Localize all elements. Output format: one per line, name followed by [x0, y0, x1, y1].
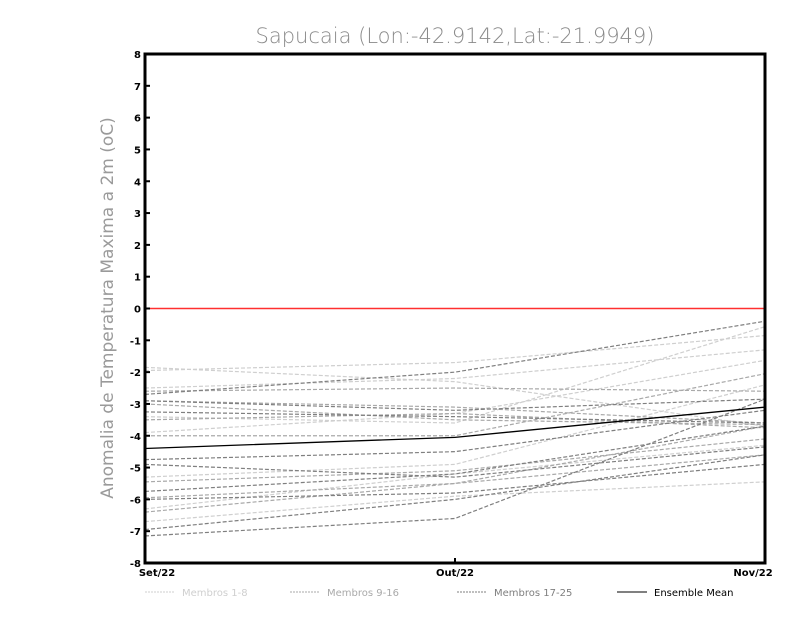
member-line-20: [144, 409, 766, 461]
member-line-14: [144, 454, 766, 499]
member-line-22: [144, 425, 766, 493]
chart-title: Sapucaia (Lon:-42.9142,Lat:-21.9949): [256, 24, 655, 48]
x-tick-label: Nov/22: [733, 568, 772, 579]
y-tick-label: -2: [130, 368, 141, 379]
member-line-13: [144, 438, 766, 483]
member-line-6: [144, 444, 766, 510]
member-line-2: [144, 334, 766, 372]
member-line-18: [144, 398, 766, 411]
legend-label: Ensemble Mean: [654, 588, 733, 599]
y-tick-label: 2: [134, 241, 141, 252]
y-tick-label: -7: [130, 527, 141, 538]
y-tick-label: 1: [134, 273, 141, 284]
y-tick-label: 4: [134, 177, 141, 188]
legend-label: Membros 9-16: [327, 588, 399, 599]
y-tick-label: -4: [130, 432, 141, 443]
member-line-12: [145, 373, 766, 437]
y-tick-label: 8: [134, 50, 141, 61]
y-tick-label: 5: [134, 145, 141, 156]
y-tick-label: 6: [134, 114, 141, 125]
y-tick-label: -5: [130, 464, 141, 475]
member-line-21: [144, 446, 766, 478]
member-line-3: [144, 349, 766, 389]
y-tick-label: -6: [130, 495, 141, 506]
y-tick-label: 3: [134, 209, 141, 220]
member-line-5: [144, 384, 766, 478]
legend-label: Membros 17-25: [494, 588, 572, 599]
x-tick-label: Set/22: [139, 568, 175, 579]
y-tick-label: 7: [134, 82, 141, 93]
y-axis-label: Anomalia de Temperatura Maxima a 2m (oC): [98, 117, 118, 499]
y-tick-label: -8: [130, 559, 141, 570]
y-tick-label: -3: [130, 400, 141, 411]
member-line-8: [144, 326, 766, 424]
member-line-15: [144, 425, 766, 513]
member-line-19: [144, 411, 766, 424]
legend-label: Membros 1-8: [182, 588, 248, 599]
member-line-25: [144, 398, 766, 537]
ensemble-mean-line: [144, 406, 766, 450]
member-line-23: [144, 463, 766, 500]
member-line-24: [144, 454, 766, 531]
member-line-17: [144, 320, 766, 395]
member-line-11: [144, 412, 766, 429]
y-tick-label: 0: [134, 305, 141, 316]
member-line-4: [144, 359, 766, 434]
member-line-7: [144, 481, 766, 523]
member-line-9: [144, 387, 766, 392]
member-line-10: [144, 403, 766, 426]
y-tick-label: -1: [130, 336, 141, 347]
x-tick-label: Out/22: [436, 568, 474, 579]
